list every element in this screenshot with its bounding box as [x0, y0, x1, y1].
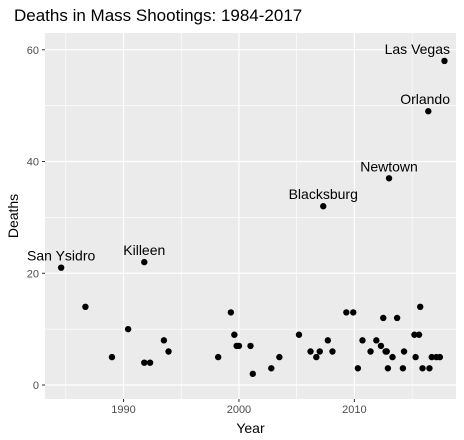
data-point [124, 325, 132, 333]
data-point [214, 353, 222, 361]
data-point [108, 353, 116, 361]
data-point [235, 342, 243, 350]
data-point [249, 370, 257, 378]
y-axis-title: Deaths [5, 194, 21, 238]
data-point [384, 365, 392, 372]
data-point [428, 353, 435, 361]
data-point [231, 331, 238, 338]
data-point [412, 353, 419, 361]
annotation-label: San Ysidro [27, 248, 95, 264]
annotation-label: Las Vegas [385, 41, 450, 57]
data-point [141, 258, 148, 266]
data-point [247, 342, 254, 350]
data-point [426, 365, 433, 372]
x-tick-label: 2000 [227, 404, 251, 416]
y-tick-label: 20 [27, 268, 39, 280]
data-point [329, 348, 336, 355]
data-point [343, 309, 350, 316]
grid-major [45, 33, 456, 399]
data-point [436, 353, 444, 361]
data-point [313, 353, 320, 361]
data-point [227, 309, 235, 316]
grid-minor [45, 33, 456, 399]
data-point [324, 337, 332, 344]
data-point [359, 337, 366, 344]
data-points [57, 57, 448, 378]
x-axis-title: Year [236, 420, 265, 436]
data-point [350, 309, 357, 316]
chart-title: Deaths in Mass Shootings: 1984-2017 [14, 6, 302, 25]
data-point [441, 57, 448, 65]
y-tick-label: 60 [27, 45, 39, 57]
annotation-label: Blacksburg [289, 186, 358, 202]
y-tick-label: 0 [33, 380, 39, 392]
x-axis-ticks: 1990 2000 2010 [111, 399, 367, 416]
data-point [380, 314, 387, 322]
data-point [57, 264, 65, 271]
data-point [399, 365, 407, 372]
data-point [417, 303, 424, 311]
data-point [141, 359, 148, 366]
y-axis-ticks: 0 20 40 60 [27, 45, 45, 392]
data-point [415, 331, 423, 338]
data-point [146, 359, 154, 366]
data-point [411, 331, 418, 338]
annotation-label: Killeen [123, 242, 165, 258]
data-point [425, 108, 432, 115]
data-point [400, 348, 408, 355]
annotation-label: Orlando [400, 91, 450, 107]
data-point [385, 175, 393, 182]
data-point [383, 348, 390, 355]
data-point [377, 342, 385, 350]
data-point [165, 348, 172, 355]
data-point [160, 337, 168, 344]
data-point [354, 365, 362, 372]
data-point [307, 348, 314, 355]
annotation-label: Newtown [360, 158, 418, 174]
data-point [295, 331, 303, 338]
data-point [82, 303, 89, 311]
data-point [268, 365, 275, 372]
data-point [419, 365, 426, 372]
data-point [276, 353, 283, 361]
y-tick-label: 40 [27, 157, 39, 169]
data-point [393, 314, 401, 322]
data-point [367, 348, 374, 355]
data-point [316, 348, 323, 355]
data-point [373, 337, 380, 344]
plot-panel [45, 33, 456, 399]
x-tick-label: 2010 [342, 404, 366, 416]
data-point [389, 353, 396, 361]
data-point [320, 203, 327, 210]
x-tick-label: 1990 [111, 404, 135, 416]
